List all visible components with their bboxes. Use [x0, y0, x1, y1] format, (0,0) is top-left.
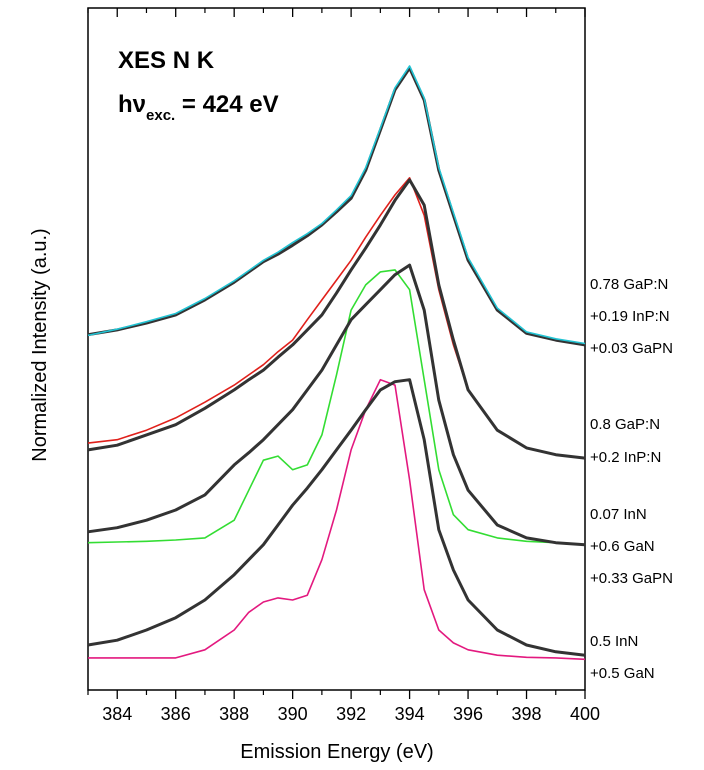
spectrum-line [87, 65, 586, 345]
spectrum-line [87, 66, 586, 347]
x-tick-label: 388 [219, 704, 249, 724]
x-axis-label: Emission Energy (eV) [240, 741, 433, 763]
side-label: +0.5 GaN [590, 665, 655, 682]
x-tick-label: 398 [512, 704, 542, 724]
x-tick-label: 386 [161, 704, 191, 724]
x-tick-label: 396 [453, 704, 483, 724]
y-axis-label: Normalized Intensity (a.u.) [29, 228, 51, 461]
x-tick-label: 390 [278, 704, 308, 724]
side-label: 0.78 GaP:N [590, 276, 668, 293]
side-label: +0.19 InP:N [590, 308, 670, 325]
side-label: 0.5 InN [590, 633, 638, 650]
x-tick-label: 400 [570, 704, 600, 724]
spectrum-line [87, 378, 586, 657]
annotation: hνexc. = 424 eV [118, 91, 279, 124]
spectrum-line [87, 263, 586, 547]
annotation-part: hν [118, 91, 146, 118]
spectrum-line [88, 378, 586, 661]
annotation-subscript: exc. [146, 107, 175, 124]
x-tick-label: 384 [102, 704, 132, 724]
x-tick-label: 392 [336, 704, 366, 724]
side-label: +0.03 GaPN [590, 340, 673, 357]
spectrum-line [87, 269, 586, 546]
plot-frame [87, 7, 586, 691]
side-label: +0.6 GaN [590, 538, 655, 555]
annotation-part: = 424 eV [175, 91, 278, 118]
x-tick-label: 394 [395, 704, 425, 724]
side-label: +0.2 InP:N [590, 449, 661, 466]
side-label: 0.8 GaP:N [590, 416, 660, 433]
side-label: 0.07 InN [590, 506, 647, 523]
spectrum-line [87, 178, 586, 460]
annotation: XES N K [118, 47, 215, 74]
side-label: +0.33 GaPN [590, 570, 673, 587]
